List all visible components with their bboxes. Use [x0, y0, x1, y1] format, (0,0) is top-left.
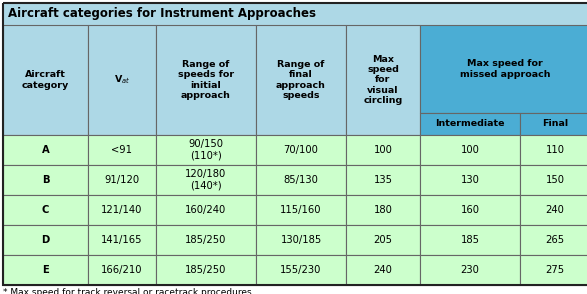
Bar — [520, 113, 587, 135]
Bar — [420, 165, 520, 195]
Text: 166/210: 166/210 — [101, 265, 143, 275]
Text: 230: 230 — [461, 265, 480, 275]
Bar — [3, 195, 88, 225]
Bar — [420, 113, 520, 135]
Bar — [256, 255, 346, 285]
Bar — [346, 165, 420, 195]
Text: 130: 130 — [461, 175, 480, 185]
Bar — [256, 165, 346, 195]
Bar — [88, 195, 156, 225]
Text: Max
speed
for
visual
circling: Max speed for visual circling — [363, 55, 403, 105]
Text: 155/230: 155/230 — [281, 265, 322, 275]
Text: 185/250: 185/250 — [185, 235, 227, 245]
Text: Aircraft
category: Aircraft category — [22, 70, 69, 90]
Bar — [156, 165, 256, 195]
Text: Range of
final
approach
speeds: Range of final approach speeds — [276, 60, 326, 100]
Text: * Max speed for track reversal or racetrack procedures: * Max speed for track reversal or racetr… — [3, 288, 252, 294]
Text: 135: 135 — [373, 175, 393, 185]
Bar — [256, 195, 346, 225]
Text: 85/130: 85/130 — [284, 175, 318, 185]
Bar — [156, 135, 256, 165]
Bar — [256, 225, 346, 255]
Bar — [3, 225, 88, 255]
Bar — [88, 255, 156, 285]
Text: B: B — [42, 175, 49, 185]
Text: <91: <91 — [112, 145, 133, 155]
Bar — [256, 135, 346, 165]
Bar — [346, 225, 420, 255]
Text: 185/250: 185/250 — [185, 265, 227, 275]
Bar — [520, 255, 587, 285]
Text: Intermediate: Intermediate — [435, 119, 505, 128]
Text: 205: 205 — [373, 235, 393, 245]
Bar — [3, 255, 88, 285]
Bar — [420, 225, 520, 255]
Text: 240: 240 — [545, 205, 565, 215]
Text: 110: 110 — [545, 145, 565, 155]
Bar — [156, 195, 256, 225]
Text: A: A — [42, 145, 49, 155]
Bar — [520, 225, 587, 255]
Text: D: D — [41, 235, 50, 245]
Text: 160: 160 — [460, 205, 480, 215]
Text: Final: Final — [542, 119, 568, 128]
Text: 121/140: 121/140 — [102, 205, 143, 215]
Text: 141/165: 141/165 — [101, 235, 143, 245]
Bar — [420, 195, 520, 225]
Bar — [3, 165, 88, 195]
Text: 120/180
(140*): 120/180 (140*) — [185, 169, 227, 191]
Bar — [420, 135, 520, 165]
Text: Max speed for
missed approach: Max speed for missed approach — [460, 59, 550, 79]
Bar — [346, 195, 420, 225]
Text: 150: 150 — [545, 175, 565, 185]
Bar — [88, 165, 156, 195]
Bar — [3, 25, 88, 135]
Bar — [520, 165, 587, 195]
Bar — [346, 25, 420, 135]
Text: C: C — [42, 205, 49, 215]
Text: 265: 265 — [545, 235, 565, 245]
Text: 100: 100 — [373, 145, 393, 155]
Bar — [3, 3, 587, 25]
Text: 240: 240 — [373, 265, 393, 275]
Text: 70/100: 70/100 — [284, 145, 318, 155]
Bar — [420, 25, 587, 113]
Text: E: E — [42, 265, 49, 275]
Text: 90/150
(110*): 90/150 (110*) — [188, 139, 224, 161]
Text: Aircraft categories for Instrument Approaches: Aircraft categories for Instrument Appro… — [8, 8, 316, 21]
Text: 91/120: 91/120 — [104, 175, 140, 185]
Bar — [156, 25, 256, 135]
Text: 160/240: 160/240 — [185, 205, 227, 215]
Bar — [346, 255, 420, 285]
Bar — [520, 195, 587, 225]
Text: V$_{at}$: V$_{at}$ — [114, 74, 130, 86]
Bar — [88, 135, 156, 165]
Text: 130/185: 130/185 — [281, 235, 322, 245]
Text: Range of
speeds for
initial
approach: Range of speeds for initial approach — [178, 60, 234, 100]
Bar — [156, 255, 256, 285]
Text: 275: 275 — [545, 265, 565, 275]
Text: 115/160: 115/160 — [280, 205, 322, 215]
Bar — [420, 255, 520, 285]
Text: 180: 180 — [373, 205, 393, 215]
Text: 100: 100 — [461, 145, 480, 155]
Bar — [3, 135, 88, 165]
Text: 185: 185 — [460, 235, 480, 245]
Bar — [256, 25, 346, 135]
Bar — [88, 25, 156, 135]
Bar — [520, 135, 587, 165]
Bar — [346, 135, 420, 165]
Bar — [88, 225, 156, 255]
Bar — [156, 225, 256, 255]
